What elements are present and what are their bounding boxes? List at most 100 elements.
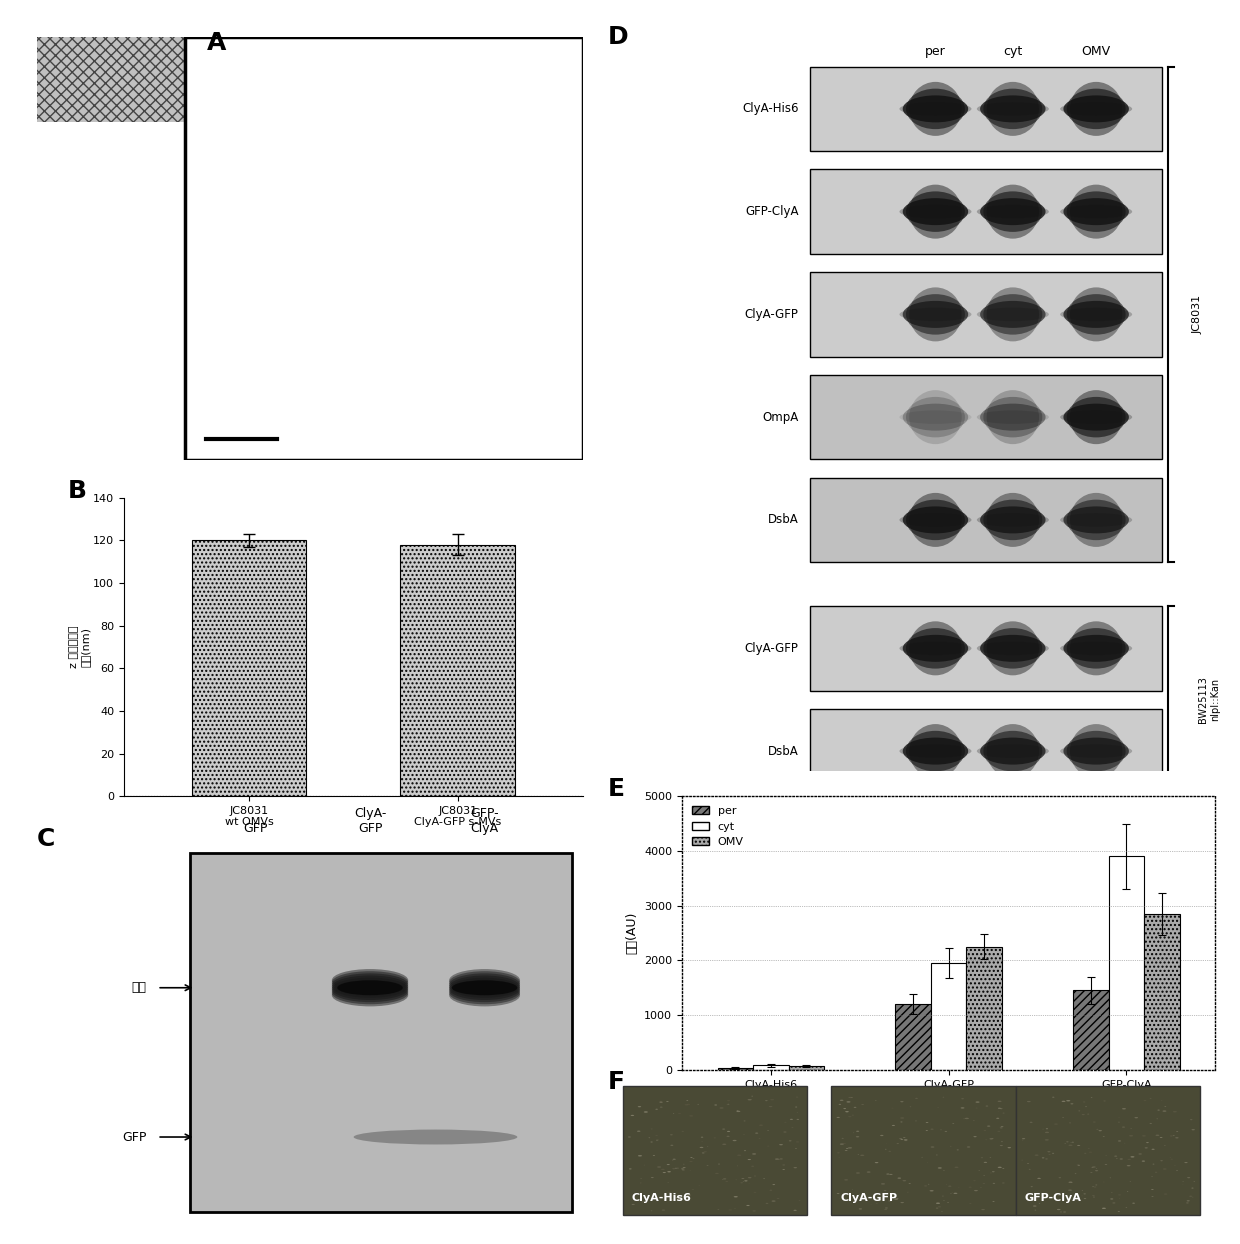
Bar (185, 37, 583, 460)
Ellipse shape (699, 1147, 703, 1148)
Ellipse shape (753, 1153, 756, 1154)
Ellipse shape (353, 1130, 517, 1144)
Ellipse shape (451, 980, 517, 995)
Ellipse shape (987, 724, 1039, 778)
Ellipse shape (734, 1195, 738, 1198)
Ellipse shape (332, 978, 408, 1000)
Bar (1073, 990, 1109, 1070)
Ellipse shape (899, 307, 971, 321)
Text: D: D (608, 25, 629, 49)
Ellipse shape (937, 1167, 942, 1168)
Ellipse shape (977, 205, 1049, 219)
Ellipse shape (1064, 96, 1128, 122)
Ellipse shape (1064, 198, 1128, 225)
Ellipse shape (980, 403, 1045, 430)
Ellipse shape (856, 1172, 859, 1173)
Ellipse shape (909, 391, 962, 444)
Ellipse shape (1070, 724, 1122, 778)
Bar (811, 374, 1162, 459)
Text: ClyA-GFP: ClyA-GFP (841, 1193, 898, 1203)
Ellipse shape (976, 1101, 980, 1103)
Ellipse shape (332, 973, 408, 995)
Ellipse shape (1060, 411, 1132, 424)
Ellipse shape (983, 192, 1043, 231)
Bar (811, 272, 1162, 357)
Text: JC8031: JC8031 (1193, 295, 1203, 333)
Ellipse shape (983, 730, 1043, 771)
Ellipse shape (1102, 1208, 1106, 1209)
Ellipse shape (983, 294, 1043, 335)
Ellipse shape (867, 1172, 870, 1173)
Ellipse shape (337, 980, 403, 995)
Text: cyt: cyt (1003, 45, 1023, 57)
Ellipse shape (1092, 1167, 1096, 1168)
Ellipse shape (909, 184, 962, 239)
Ellipse shape (449, 984, 520, 1006)
Text: ClyA-
GFP: ClyA- GFP (353, 806, 386, 835)
Ellipse shape (987, 287, 1039, 341)
Ellipse shape (998, 1167, 1002, 1168)
Ellipse shape (909, 287, 962, 341)
Bar (811, 67, 1162, 151)
Bar (895, 1004, 931, 1070)
Ellipse shape (759, 1125, 763, 1126)
Ellipse shape (980, 634, 1045, 662)
Ellipse shape (1173, 1111, 1177, 1112)
Bar (1016, 1086, 1200, 1215)
Ellipse shape (1064, 506, 1128, 534)
Ellipse shape (846, 1111, 849, 1112)
Ellipse shape (748, 1098, 751, 1101)
Ellipse shape (1060, 205, 1132, 219)
Ellipse shape (998, 1101, 1002, 1102)
Bar (811, 169, 1162, 254)
Ellipse shape (722, 1143, 727, 1144)
Ellipse shape (903, 634, 968, 662)
Ellipse shape (733, 1140, 737, 1141)
Ellipse shape (1068, 1189, 1071, 1191)
Ellipse shape (987, 82, 1039, 136)
Ellipse shape (1066, 730, 1126, 771)
Ellipse shape (1162, 1111, 1167, 1112)
Ellipse shape (332, 969, 408, 991)
Ellipse shape (770, 1098, 774, 1101)
Ellipse shape (980, 506, 1045, 534)
Ellipse shape (670, 1199, 675, 1200)
Bar (190, 853, 572, 1212)
Ellipse shape (769, 1106, 773, 1107)
Ellipse shape (1066, 500, 1126, 540)
Bar (831, 1086, 1016, 1215)
Ellipse shape (880, 1183, 885, 1184)
Ellipse shape (449, 980, 520, 1003)
Ellipse shape (977, 307, 1049, 321)
Ellipse shape (980, 738, 1045, 765)
Ellipse shape (987, 493, 1039, 547)
Text: per: per (925, 45, 946, 57)
Text: GFP-ClyA: GFP-ClyA (1024, 1193, 1081, 1203)
Ellipse shape (449, 982, 520, 1004)
Ellipse shape (861, 1154, 864, 1156)
Ellipse shape (930, 1147, 935, 1148)
Ellipse shape (1131, 1156, 1135, 1158)
Text: ClyA-GFP: ClyA-GFP (745, 307, 799, 321)
Ellipse shape (1045, 1140, 1049, 1141)
Ellipse shape (899, 102, 971, 116)
Ellipse shape (332, 972, 408, 994)
Text: OMV: OMV (1081, 45, 1111, 57)
Ellipse shape (977, 744, 1049, 758)
Bar (966, 947, 1002, 1070)
Bar (811, 709, 1162, 794)
Ellipse shape (909, 621, 962, 675)
Ellipse shape (987, 621, 1039, 675)
Ellipse shape (847, 1101, 851, 1102)
Ellipse shape (1060, 744, 1132, 758)
Ellipse shape (977, 411, 1049, 424)
Ellipse shape (983, 628, 1043, 668)
Ellipse shape (449, 969, 520, 991)
Text: GFP-
ClyA: GFP- ClyA (470, 806, 498, 835)
Ellipse shape (1064, 403, 1128, 430)
Text: A: A (207, 31, 227, 55)
Text: GFP: GFP (243, 822, 268, 835)
Ellipse shape (903, 738, 968, 765)
Ellipse shape (874, 1162, 878, 1163)
Ellipse shape (906, 397, 965, 438)
